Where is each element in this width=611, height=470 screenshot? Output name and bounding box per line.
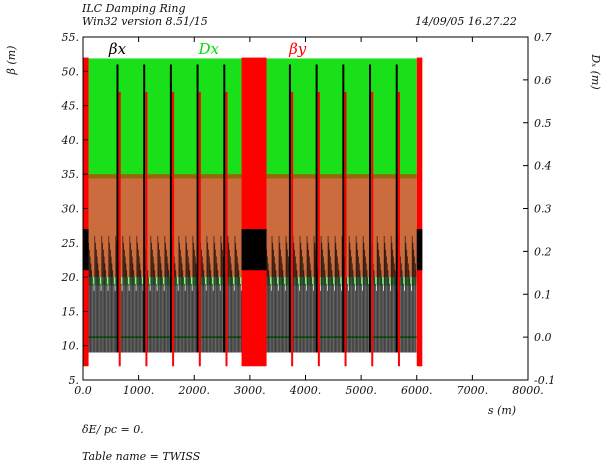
y-left-axis-label: β (m) <box>5 46 18 76</box>
y-left-tick-label: 30. <box>62 203 80 216</box>
y-left-tick-label: 15. <box>62 305 80 318</box>
y-right-tick-label: 0.5 <box>534 117 552 130</box>
y-right-axis-label: Dₓ (m) <box>589 53 602 89</box>
x-tick-label: 2000. <box>178 384 211 397</box>
betay-straight <box>83 57 89 367</box>
y-left-tick-label: 45. <box>61 100 80 113</box>
y-right-tick-label: -0.1 <box>534 374 555 387</box>
y-left-tick-label: 25. <box>61 237 80 250</box>
y-right-tick-label: 0.0 <box>534 331 552 344</box>
y-right-tick-label: 0.4 <box>534 160 552 173</box>
x-tick-label: 3000. <box>234 384 266 397</box>
betax-straight <box>83 229 89 271</box>
plot-title: ILC Damping Ring <box>82 2 186 15</box>
x-axis-label: s (m) <box>488 404 516 417</box>
plot-axes: 0.0 1000. 2000. 3000. 4000. 5000. 6000. 7000. 80… <box>61 31 556 397</box>
dx-band <box>88 58 242 179</box>
x-tick-label: 1000. <box>123 384 155 397</box>
table-name-line: Table name = TWISS <box>82 450 201 463</box>
y-right-tick-label: 0.6 <box>534 74 552 87</box>
x-tick-label: 8000. <box>512 384 544 397</box>
betay-straight <box>416 57 423 367</box>
y-left-tick-label: 10. <box>62 340 80 353</box>
y-left-tick-label: 35. <box>62 168 80 181</box>
y-left-tick-label: 5. <box>69 374 80 387</box>
y-left-tick-label: 50. <box>62 65 80 78</box>
betax-straight <box>416 229 423 271</box>
y-right-tick-label: 0.2 <box>534 245 552 258</box>
betay-straight <box>241 57 267 367</box>
x-tick-label: 0.0 <box>74 384 92 397</box>
y-left-tick-label: 55. <box>62 31 80 44</box>
y-right-tick-label: 0.1 <box>534 288 552 301</box>
y-left-tick-label: 40. <box>61 134 80 147</box>
delta-line: δE/ pc = 0. <box>82 423 144 436</box>
betax-straight <box>241 229 267 271</box>
x-tick-label: 7000. <box>457 384 489 397</box>
plot-marks: βx Dx βy <box>83 40 423 367</box>
x-tick-label: 4000. <box>289 384 322 397</box>
y-right-tick-label: 0.3 <box>534 203 552 216</box>
series-label: βx <box>108 40 127 58</box>
x-tick-label: 5000. <box>345 384 377 397</box>
x-tick-label: 6000. <box>401 384 433 397</box>
plot-datetime: 14/09/05 16.27.22 <box>415 15 517 28</box>
series-label: βy <box>288 40 307 58</box>
y-right-tick-label: 0.7 <box>534 31 552 44</box>
series-label: Dx <box>197 40 219 58</box>
y-left-tick-label: 20. <box>61 271 80 284</box>
program-version: Win32 version 8.51/15 <box>82 15 208 28</box>
